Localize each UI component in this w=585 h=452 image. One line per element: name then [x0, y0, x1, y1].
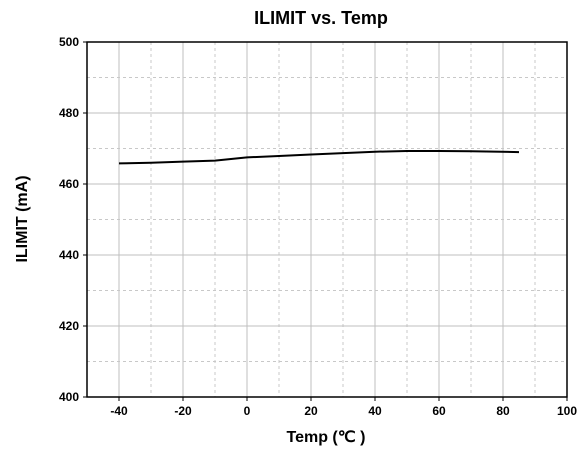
- grid: [87, 42, 567, 397]
- y-axis-label: ILIMIT (mA): [14, 175, 31, 262]
- x-axis-label: Temp (℃ ): [287, 429, 366, 446]
- y-tick-label: 420: [59, 319, 79, 333]
- series-layer: [118, 150, 520, 165]
- x-tick-label: 20: [304, 404, 318, 418]
- x-tick-label: 80: [496, 404, 510, 418]
- x-axis-ticks: -40 -20 0 20 40 60 80 100: [110, 397, 577, 418]
- y-tick-label: 480: [59, 106, 79, 120]
- x-tick-label: 60: [432, 404, 446, 418]
- chart-title: ILIMIT vs. Temp: [254, 8, 388, 28]
- y-axis-ticks: 400 420 440 460 480 500: [59, 35, 87, 404]
- x-tick-label: 0: [244, 404, 251, 418]
- x-tick-label: 40: [368, 404, 382, 418]
- y-tick-label: 460: [59, 177, 79, 191]
- y-tick-label: 500: [59, 35, 79, 49]
- x-tick-label: 100: [557, 404, 577, 418]
- x-tick-label: -40: [110, 404, 128, 418]
- x-tick-label: -20: [174, 404, 192, 418]
- plot-frame: [86, 41, 568, 398]
- y-tick-label: 400: [59, 390, 79, 404]
- data-series-line: [118, 150, 520, 165]
- y-tick-label: 440: [59, 248, 79, 262]
